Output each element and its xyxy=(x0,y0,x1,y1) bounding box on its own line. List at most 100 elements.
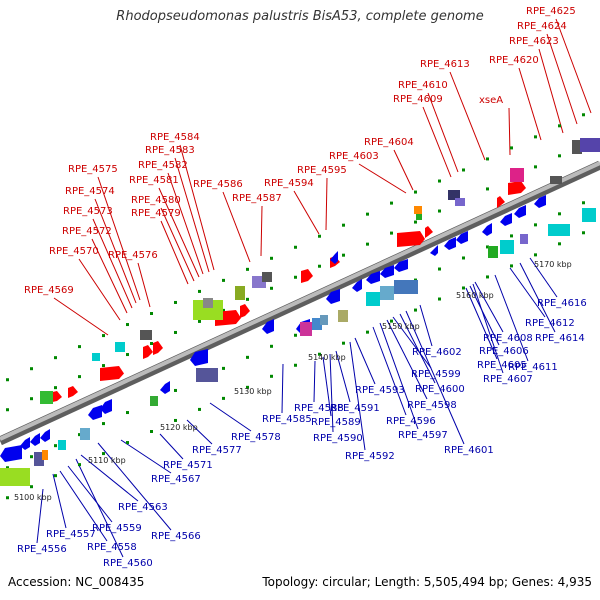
track-dot xyxy=(102,422,105,426)
gene-reverse-arrow xyxy=(456,231,468,244)
gene-labels: RPE_4569 RPE_4570 RPE_4572 RPE_4573 RPE_4574… xyxy=(17,6,587,569)
leader-rpe-4597 xyxy=(379,322,419,430)
gene-label-rpe-4559: RPE_4559 xyxy=(92,523,142,534)
gene-block xyxy=(548,224,570,236)
leader-rpe-4589 xyxy=(322,356,332,417)
leader-rpe-4573 xyxy=(92,218,133,309)
track-dot xyxy=(198,407,201,411)
track-dot xyxy=(246,385,249,389)
gene-label-rpe-4558: RPE_4558 xyxy=(87,542,137,553)
leader-rpe-4572 xyxy=(91,238,128,314)
tick-label-5160-kbp: 5160 kbp xyxy=(456,291,494,300)
track-dot xyxy=(222,278,225,282)
gene-block xyxy=(455,198,465,206)
track-dot xyxy=(78,433,81,437)
leader-rpe-4620 xyxy=(518,67,542,141)
track-dot xyxy=(222,308,225,312)
track-dot xyxy=(534,135,537,139)
gene-block xyxy=(58,440,66,450)
track-dot xyxy=(510,264,513,268)
track-dot xyxy=(486,245,489,249)
leader-rpe-4598 xyxy=(386,319,428,400)
leader-rpe-4581 xyxy=(158,187,200,278)
track-dot xyxy=(150,342,153,345)
gene-block xyxy=(582,208,596,222)
leader-rpe-4625 xyxy=(555,18,592,114)
gene-label-rpe-4609: RPE_4609 xyxy=(393,94,443,105)
gene-block xyxy=(366,292,380,306)
gene-forward-arrow xyxy=(153,341,163,355)
gene-block xyxy=(338,310,348,322)
gene-forward-arrow xyxy=(425,226,433,238)
track-dot xyxy=(30,485,33,489)
leader-rpe-4569 xyxy=(53,297,109,336)
leader-rpe-4574 xyxy=(94,198,137,304)
gene-reverse-arrow xyxy=(100,399,112,414)
track-dot xyxy=(54,474,57,478)
gene-label-rpe-4583: RPE_4583 xyxy=(145,145,195,156)
track-dot xyxy=(486,275,489,279)
leader-rpe-4609 xyxy=(422,106,452,178)
track-dot xyxy=(486,157,489,161)
leader-rpe-4591 xyxy=(335,350,351,403)
genome-stats: Topology: circular; Length: 5,505,494 bp… xyxy=(262,575,592,589)
gene-forward-arrow xyxy=(68,386,78,398)
gene-label-rpe-4585: RPE_4585 xyxy=(262,414,312,425)
track-dot xyxy=(102,334,105,338)
track-dot xyxy=(342,253,345,257)
track-dot xyxy=(438,209,441,213)
track-dot xyxy=(78,345,81,349)
leader-rpe-4585 xyxy=(281,363,284,414)
track-dot xyxy=(510,146,513,150)
leader-rpe-4611 xyxy=(494,274,529,362)
backbone xyxy=(0,160,600,446)
track-dot xyxy=(318,234,321,238)
leader-rpe-4616 xyxy=(529,257,558,298)
gene-label-rpe-4586: RPE_4586 xyxy=(193,179,243,190)
leader-rpe-4601 xyxy=(405,310,465,445)
track-dot xyxy=(294,245,297,249)
gene-forward-arrow xyxy=(301,269,313,283)
leader-rpe-4558 xyxy=(59,470,108,542)
gene-label-rpe-4587: RPE_4587 xyxy=(232,193,282,204)
gene-forward-arrow xyxy=(143,345,153,359)
gene-features xyxy=(0,138,600,486)
track-dot xyxy=(366,212,369,216)
gene-reverse-arrow xyxy=(160,381,170,394)
gene-label-rpe-4611: RPE_4611 xyxy=(508,362,558,373)
track-dot xyxy=(366,242,369,246)
gene-reverse-arrow xyxy=(20,437,30,450)
leader-rpe-4603 xyxy=(358,163,407,194)
leader-rpe-4588 xyxy=(313,360,316,403)
track-dot xyxy=(126,411,129,415)
leader-rpe-4593 xyxy=(354,337,376,385)
gene-label-rpe-4574: RPE_4574 xyxy=(65,186,115,197)
gene-reverse-arrow xyxy=(330,251,338,264)
gene-reverse-arrow xyxy=(430,245,438,256)
track-dot xyxy=(462,286,465,290)
leader-rpe-4584 xyxy=(179,144,215,271)
gene-block xyxy=(235,286,245,300)
track-dot xyxy=(534,253,537,257)
gene-block xyxy=(140,330,152,340)
gene-label-rpe-4566: RPE_4566 xyxy=(151,531,201,542)
leader-rpe-4595 xyxy=(325,177,328,231)
track-dot xyxy=(558,124,561,128)
gene-reverse-arrow xyxy=(262,319,274,334)
track-dot xyxy=(78,375,81,379)
gene-forward-arrow xyxy=(100,366,124,381)
gene-reverse-arrow xyxy=(88,405,102,420)
track-dot xyxy=(6,408,9,412)
track-dot xyxy=(534,223,537,227)
track-dot xyxy=(294,275,297,279)
track-dot xyxy=(102,364,105,368)
track-dot xyxy=(558,154,561,158)
gene-label-rpe-4569: RPE_4569 xyxy=(24,285,74,296)
leader-rpe-4602 xyxy=(419,304,433,347)
track-dot xyxy=(246,297,249,301)
gene-label-rpe-4607: RPE_4607 xyxy=(483,374,533,385)
track-dot xyxy=(54,386,57,390)
gene-block xyxy=(448,190,460,200)
leader-rpe-4575 xyxy=(97,176,141,301)
gene-label-rpe-4578: RPE_4578 xyxy=(231,432,281,443)
